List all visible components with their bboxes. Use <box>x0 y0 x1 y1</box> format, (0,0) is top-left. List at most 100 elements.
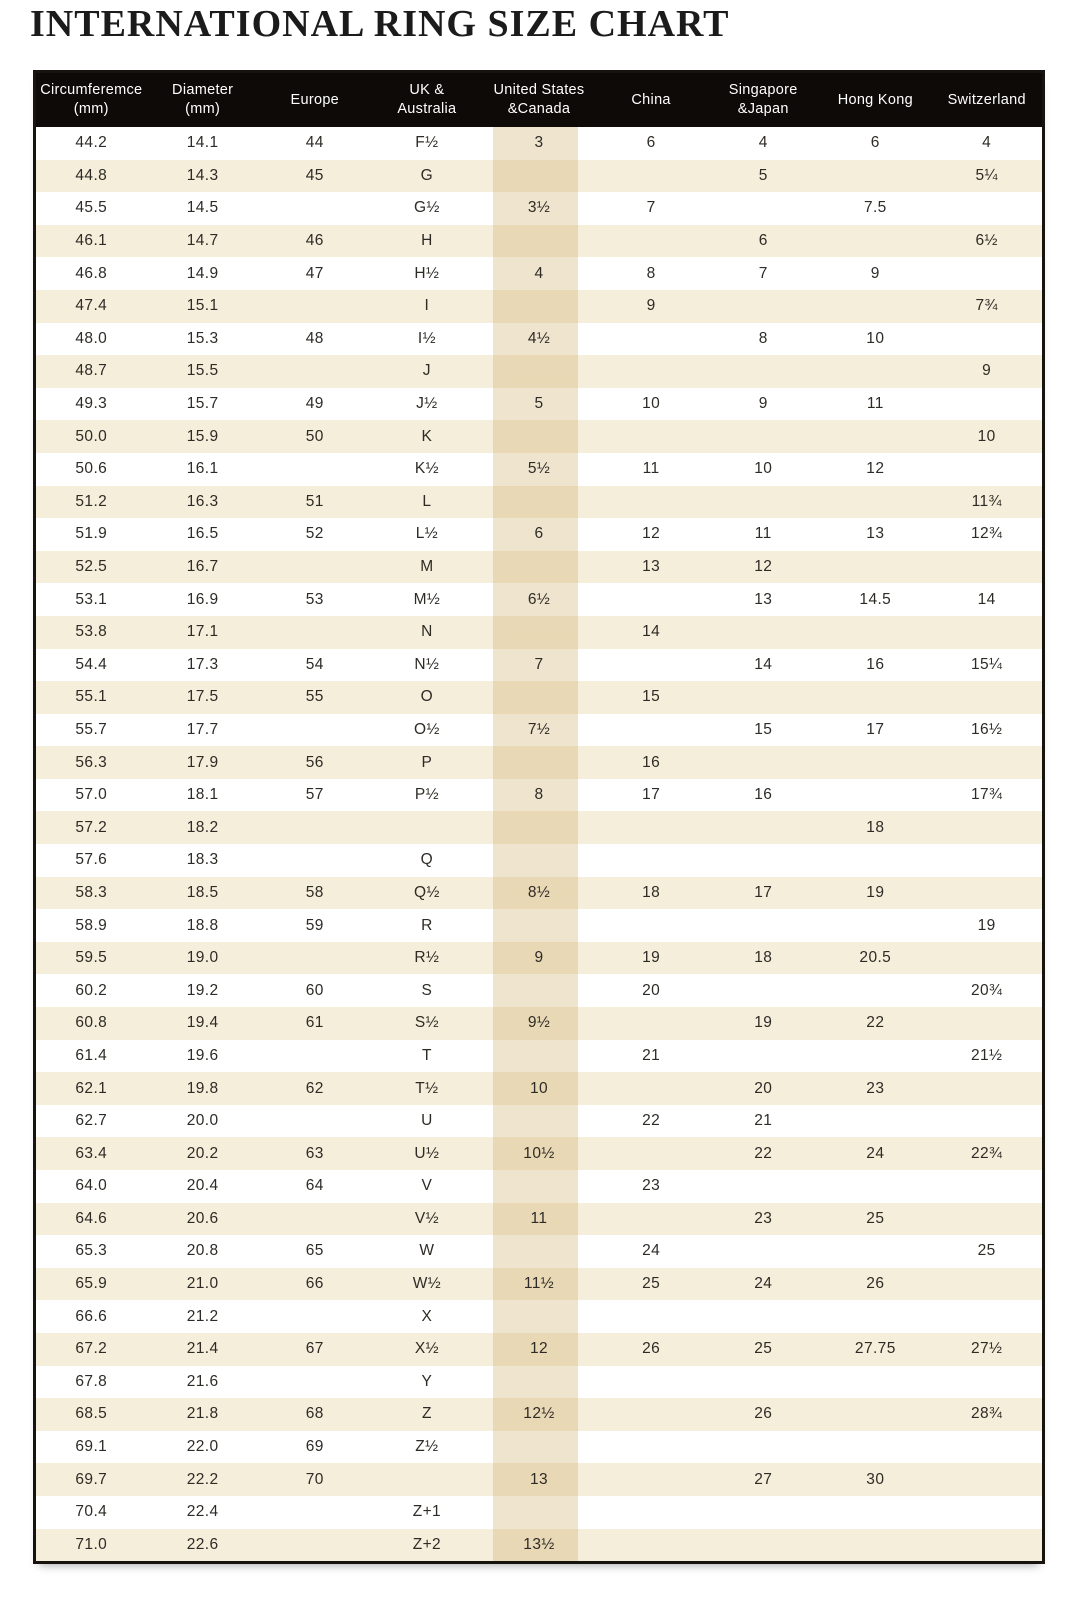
cell: 58 <box>305 883 324 901</box>
cell <box>482 1039 596 1073</box>
cell: F½ <box>415 134 439 152</box>
table-row: 56.3 17.9 56 P 16 <box>34 746 1044 779</box>
table-row: 50.0 15.9 50 K 10 <box>34 420 1044 453</box>
cell: 64 <box>305 1177 324 1195</box>
cell: K½ <box>414 460 439 478</box>
table-row: 61.4 19.6 T 21 21½ <box>35 1039 1044 1073</box>
cell <box>259 1105 371 1138</box>
cell <box>595 420 707 453</box>
cell: 9 <box>758 395 768 413</box>
cell <box>595 225 707 258</box>
cell: 5¼ <box>975 166 998 184</box>
cell: 48.0 <box>75 329 108 347</box>
cell <box>931 1105 1043 1138</box>
cell: 61 <box>305 1014 324 1032</box>
cell <box>595 1007 707 1040</box>
cell: 13 <box>866 525 885 543</box>
cell: I <box>424 297 430 315</box>
column-header: United States &Canada <box>482 71 596 127</box>
cell: 49 <box>305 395 324 413</box>
cell: 9½ <box>482 1007 596 1040</box>
column-header: Europe <box>258 71 371 127</box>
cell: Y <box>421 1372 433 1390</box>
cell: 57.6 <box>75 851 108 869</box>
cell: 5 <box>482 387 596 421</box>
cell: 47.4 <box>75 297 108 315</box>
cell: Z+2 <box>412 1535 442 1553</box>
cell <box>819 420 931 453</box>
cell: 10 <box>977 427 996 445</box>
cell: 19.4 <box>186 1014 219 1032</box>
cell: 9 <box>870 264 880 282</box>
cell: 58.3 <box>75 883 108 901</box>
cell <box>482 420 596 453</box>
cell <box>482 355 596 388</box>
cell <box>819 551 931 584</box>
cell: 19 <box>977 916 996 934</box>
cell: 22 <box>754 1144 773 1162</box>
cell <box>931 1496 1043 1529</box>
cell: 19 <box>754 1014 773 1032</box>
cell: 69.1 <box>75 1438 108 1456</box>
cell: 18.5 <box>186 883 219 901</box>
cell: K <box>421 427 433 445</box>
table-row: 60.8 19.4 61 S½ 9½ 19 22 <box>34 1007 1044 1040</box>
table-row: 64.0 20.4 64 V 23 <box>35 1170 1044 1203</box>
cell <box>595 811 707 844</box>
cell: O½ <box>413 720 440 738</box>
cell <box>259 714 371 747</box>
cell: 6 <box>646 134 656 152</box>
cell <box>819 1235 931 1268</box>
cell: 3 <box>482 127 596 160</box>
cell <box>595 583 707 616</box>
cell <box>707 909 819 942</box>
table-row: 55.1 17.5 55 O 15 <box>34 681 1044 714</box>
cell <box>482 746 596 779</box>
cell: 66 <box>305 1275 324 1293</box>
cell: 45 <box>305 166 324 184</box>
table-row: 50.6 16.1 K½ 5½ 11 10 12 <box>35 452 1044 486</box>
cell: 67.8 <box>75 1372 108 1390</box>
table-row: 63.4 20.2 63 U½ 10½ 22 24 22¾ <box>34 1137 1044 1170</box>
cell: 16.1 <box>186 460 219 478</box>
cell: 57.0 <box>75 786 108 804</box>
cell: 13 <box>642 558 661 576</box>
cell <box>707 1300 819 1333</box>
cell: 64.6 <box>75 1209 108 1227</box>
cell: 18.1 <box>186 786 219 804</box>
cell <box>931 323 1043 356</box>
cell <box>707 844 819 877</box>
cell: 17 <box>754 883 773 901</box>
cell: T½ <box>415 1079 439 1097</box>
cell <box>931 388 1043 421</box>
cell <box>259 290 371 323</box>
cell: 6 <box>482 518 596 551</box>
cell: T <box>421 1046 432 1064</box>
cell <box>819 355 931 388</box>
cell: 4 <box>758 134 768 152</box>
cell <box>931 877 1043 910</box>
cell: 19.0 <box>186 949 219 967</box>
cell: 20.4 <box>186 1177 219 1195</box>
cell: 70.4 <box>75 1503 108 1521</box>
cell: 22¾ <box>971 1144 1003 1162</box>
table-row: 46.1 14.7 46 H 6 6½ <box>34 224 1044 258</box>
cell: 21.0 <box>186 1275 219 1293</box>
cell: 12 <box>482 1332 596 1366</box>
cell: 18.3 <box>186 851 219 869</box>
cell <box>259 1040 371 1073</box>
table-row: 53.1 16.9 53 M½ 6½ 13 14.5 14 <box>35 583 1044 616</box>
cell: Z <box>421 1405 432 1423</box>
table-row: 65.9 21.0 66 W½ 11½ 25 24 26 <box>34 1267 1044 1301</box>
cell: 50.0 <box>75 427 108 445</box>
cell <box>819 681 931 714</box>
cell: 62 <box>305 1079 324 1097</box>
cell <box>595 844 707 877</box>
cell <box>707 420 819 453</box>
cell: 15 <box>754 720 773 738</box>
cell <box>819 1398 931 1431</box>
cell: 6½ <box>482 583 596 616</box>
cell: 26 <box>866 1275 885 1293</box>
cell: 5 <box>758 166 768 184</box>
cell: 60 <box>305 981 324 999</box>
